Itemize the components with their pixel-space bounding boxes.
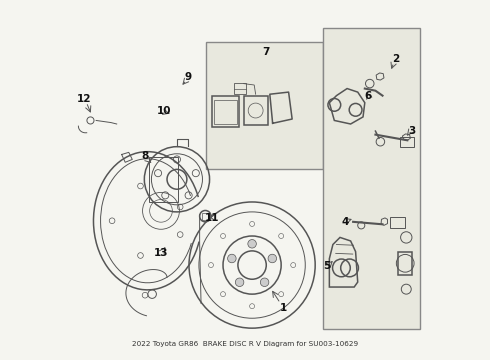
Text: 13: 13 (153, 248, 168, 258)
Bar (323, 28, 420, 329)
Bar (212, 96, 239, 127)
Bar (398, 252, 412, 275)
Text: 2: 2 (392, 54, 399, 64)
Text: 6: 6 (365, 91, 372, 101)
Bar (202, 213, 209, 220)
Circle shape (235, 278, 244, 287)
Bar (400, 137, 415, 147)
Text: 5: 5 (323, 261, 331, 271)
Bar (234, 83, 245, 94)
Text: 2022 Toyota GR86  BRAKE DISC R V Diagram for SU003-10629: 2022 Toyota GR86 BRAKE DISC R V Diagram … (132, 341, 358, 347)
Bar (214, 100, 237, 124)
Bar (391, 217, 405, 228)
Text: 1: 1 (280, 303, 287, 312)
Text: 9: 9 (184, 72, 191, 81)
Circle shape (260, 278, 269, 287)
Circle shape (248, 239, 256, 248)
Bar (206, 42, 323, 169)
Text: 11: 11 (205, 213, 220, 223)
Text: 7: 7 (262, 47, 269, 57)
Bar (244, 96, 268, 125)
Circle shape (228, 254, 236, 263)
Text: 3: 3 (408, 126, 415, 136)
Text: 12: 12 (76, 94, 91, 104)
Bar (149, 157, 178, 202)
Text: 8: 8 (142, 151, 148, 161)
Text: 4: 4 (341, 217, 349, 227)
Circle shape (268, 254, 276, 263)
Text: 10: 10 (157, 106, 172, 116)
